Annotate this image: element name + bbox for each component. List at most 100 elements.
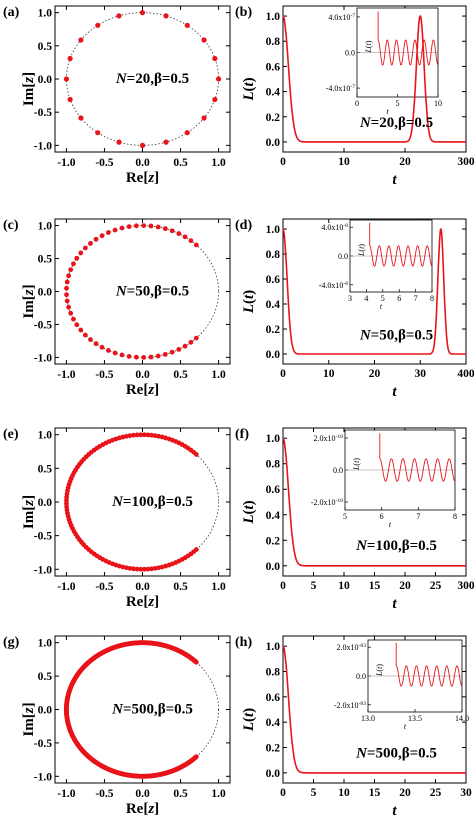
- eigenvalue-point: [169, 349, 175, 355]
- eigenvalue-point: [71, 316, 76, 322]
- eigenvalue-point: [74, 322, 80, 328]
- eigenvalue-point: [145, 432, 151, 438]
- inset-x-label-d: t: [380, 302, 383, 311]
- eigenvalue-point: [184, 130, 190, 136]
- x-tick-label-a: 0.0: [135, 157, 150, 169]
- y-tick-label-g: 1.0: [38, 638, 53, 650]
- y-axis-label-g: Im[z]: [21, 702, 37, 736]
- eigenvalue-point: [148, 223, 154, 229]
- x-tick-label-g: 1.0: [211, 788, 226, 800]
- inset-y-tick-label-d: -4.0x10-8: [319, 281, 349, 290]
- inset-x-tick-label-d: 7: [414, 294, 418, 303]
- inset-x-tick-label-h: 14.0: [455, 714, 469, 723]
- eigenvalue-point: [119, 352, 125, 358]
- inset-x-tick-label-d: 6: [397, 294, 401, 303]
- y-tick-label-b: 0.6: [266, 61, 281, 73]
- eigenvalue-point: [148, 354, 154, 360]
- x-tick-label-f: 15: [369, 580, 381, 592]
- panel-label-e: (e): [3, 427, 19, 442]
- y-tick-label-e: 0.5: [38, 463, 53, 475]
- eigenvalue-point: [145, 566, 151, 572]
- inset-y-tick-label-f: 2.0x10-16: [314, 434, 344, 443]
- y-tick-label-g: 0.5: [38, 671, 53, 683]
- x-tick-label-g: -0.5: [95, 788, 113, 800]
- inset-x-tick-label-f: 8: [453, 512, 457, 521]
- x-tick-label-b: 10: [338, 156, 350, 168]
- eigenvalue-point: [212, 96, 218, 103]
- x-tick-label-b: 300: [457, 156, 474, 168]
- panel-label-h: (h): [235, 635, 252, 650]
- inset-y-tick-label-f: -2.0x10-16: [311, 498, 343, 507]
- y-axis-label-h: L(t): [241, 708, 257, 732]
- plot-frame-b: [282, 5, 467, 153]
- inset-y-tick-label-f: 0.0: [333, 466, 343, 475]
- y-tick-label-d: 0.2: [266, 324, 281, 336]
- inset-x-tick-label-d: 4: [364, 294, 368, 303]
- eigenvalue-point: [188, 339, 194, 345]
- x-tick-label-b: 0: [280, 156, 286, 168]
- eigenvalue-point: [127, 565, 133, 571]
- x-axis-label-f: t: [392, 596, 397, 612]
- y-axis-label-f: L(t): [241, 500, 257, 524]
- eigenvalue-point: [188, 238, 194, 244]
- panel-label-b: (b): [235, 5, 252, 20]
- y-tick-label-d: 0.0: [266, 349, 281, 361]
- eigenvalue-point: [116, 139, 122, 145]
- y-tick-label-e: -1.0: [34, 564, 52, 576]
- eigenvalue-point: [215, 76, 222, 82]
- annotation-g: N=500,β=0.5: [111, 702, 193, 718]
- eigenvalue-point: [105, 348, 111, 353]
- x-tick-label-e: 0.5: [173, 581, 188, 593]
- x-axis-label-h: t: [392, 803, 397, 819]
- eigenvalue-point: [149, 432, 154, 438]
- eigenvalue-point: [201, 115, 207, 121]
- eigenvalue-point: [176, 231, 182, 236]
- panel-label-d: (d): [235, 218, 252, 233]
- y-tick-label-a: 0.0: [38, 74, 53, 86]
- eigenvalue-point: [126, 353, 132, 359]
- eigenvalue-point: [64, 292, 69, 298]
- eigenvalue-point: [169, 228, 175, 234]
- unit-circle-reference: [66, 225, 219, 358]
- eigenvalue-point: [99, 344, 105, 350]
- eigenvalue-point: [134, 354, 139, 360]
- eigenvalue-point: [138, 432, 144, 438]
- eigenvalue-point: [116, 13, 122, 19]
- y-tick-label-b: 0.0: [266, 137, 281, 149]
- x-axis-label-c: Re[z]: [126, 382, 159, 398]
- eigenvalue-point: [141, 432, 147, 438]
- x-tick-label-b: 20: [399, 156, 411, 168]
- inset-x-tick-label-f: 7: [416, 512, 420, 521]
- y-tick-label-c: 0.5: [38, 254, 53, 266]
- x-tick-label-a: -0.5: [95, 157, 113, 169]
- y-tick-label-f: 1.0: [266, 433, 281, 445]
- eigenvalue-point: [134, 432, 140, 438]
- x-axis-label-b: t: [392, 172, 397, 188]
- x-tick-label-d: 400: [457, 368, 474, 380]
- eigenvalue-point: [131, 432, 136, 438]
- y-tick-label-g: -0.5: [34, 738, 52, 750]
- y-tick-label-a: 1.0: [38, 8, 53, 20]
- y-tick-label-b: 0.8: [266, 36, 281, 48]
- y-axis-label-e: Im[z]: [21, 495, 37, 529]
- inset-x-tick-label-d: 3: [348, 294, 352, 303]
- y-tick-label-d: 1.0: [266, 224, 281, 236]
- inset-x-tick-label-d: 8: [430, 294, 434, 303]
- x-tick-label-f: 5: [311, 580, 317, 592]
- y-tick-label-f: 0.8: [266, 459, 281, 471]
- eigenvalue-point: [156, 433, 162, 439]
- x-tick-label-a: 0.5: [173, 157, 188, 169]
- x-tick-label-c: -0.5: [95, 369, 113, 381]
- eigenvalue-point: [184, 22, 190, 28]
- x-tick-label-d: 30: [415, 368, 427, 380]
- y-tick-label-a: -0.5: [34, 107, 52, 119]
- x-tick-label-e: -1.0: [57, 581, 75, 593]
- eigenvalue-point: [78, 250, 84, 256]
- eigenvalue-point: [64, 279, 70, 285]
- y-tick-label-e: -0.5: [34, 531, 52, 543]
- inset-x-tick-label-b: 0: [355, 99, 359, 108]
- eigenvalue-point: [131, 566, 136, 572]
- eigenvalue-point: [212, 55, 218, 62]
- eigenvalue-point: [74, 255, 80, 261]
